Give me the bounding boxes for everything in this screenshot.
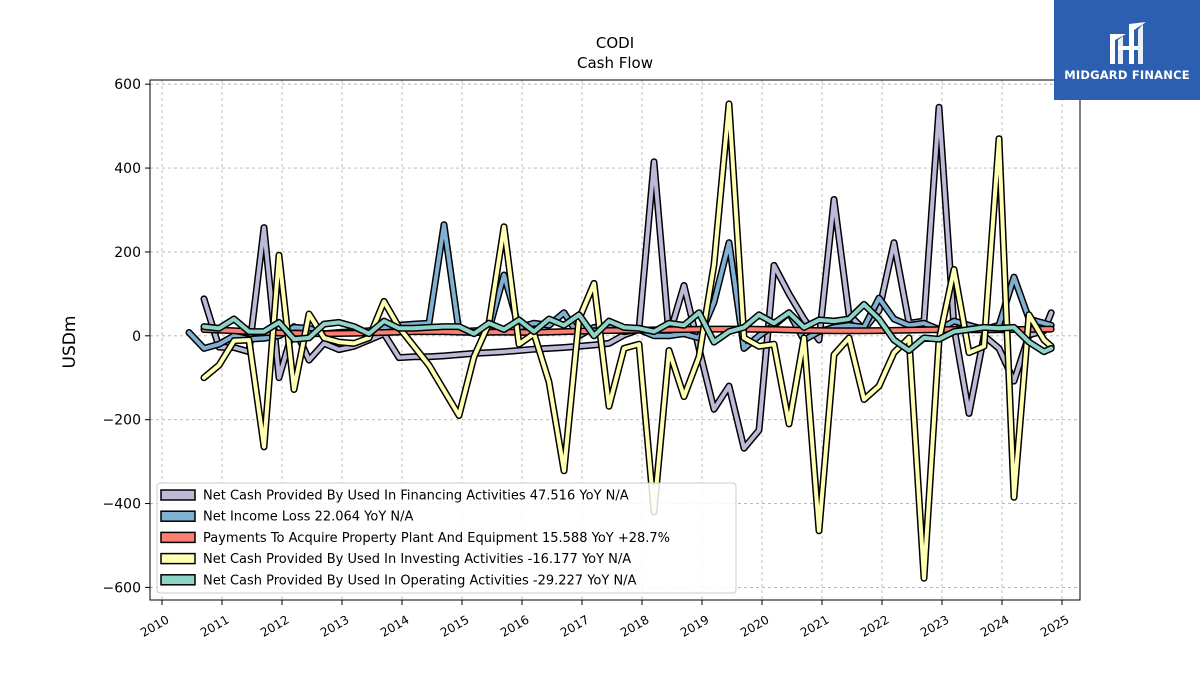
y-tick-label: 200 (114, 245, 141, 261)
y-tick-label: −200 (103, 413, 141, 429)
x-tick-label: 2023 (918, 612, 951, 639)
x-tick-label: 2015 (438, 612, 471, 639)
x-tick-label: 2025 (1038, 612, 1071, 639)
y-tick-label: 400 (114, 161, 141, 177)
x-tick-label: 2021 (798, 612, 831, 639)
x-tick-label: 2013 (318, 612, 351, 639)
y-axis-label: USDm (60, 316, 80, 369)
y-tick-label: −600 (103, 580, 141, 596)
x-tick-label: 2022 (858, 612, 891, 639)
y-axis: −600 −400 −200 0 200 400 600 (103, 77, 150, 596)
y-tick-label: −400 (103, 497, 141, 513)
plot-frame (149, 79, 1081, 601)
x-tick-label: 2016 (498, 612, 531, 639)
y-tick-label: 600 (114, 77, 141, 93)
series-line (202, 101, 1054, 581)
chart-title: CODI (596, 34, 634, 52)
legend-swatch (160, 531, 196, 544)
legend: Net Cash Provided By Used In Financing A… (156, 482, 737, 594)
x-tick-label: 2010 (138, 612, 171, 639)
legend-box (156, 482, 737, 594)
legend-label: Payments To Acquire Property Plant And E… (203, 531, 670, 546)
legend-label: Net Cash Provided By Used In Operating A… (203, 573, 637, 588)
logo-text: MIDGARD FINANCE (1064, 68, 1190, 82)
series-line (202, 302, 1054, 354)
x-tick-label: 2017 (558, 612, 591, 639)
series-lines (185, 100, 1055, 582)
x-tick-label: 2024 (978, 612, 1011, 639)
chart-subtitle: Cash Flow (577, 54, 653, 72)
legend-swatch (160, 574, 196, 586)
x-tick-label: 2018 (618, 612, 651, 639)
legend-swatch (160, 489, 196, 501)
legend-label: Net Cash Provided By Used In Investing A… (203, 552, 631, 567)
legend-swatch (160, 552, 196, 565)
x-tick-label: 2011 (198, 612, 231, 639)
x-axis: 2010 2011 2012 2013 2014 2015 2016 2017 2018 2019… (138, 600, 1072, 640)
series-line-outline (200, 103, 1055, 452)
x-tick-label: 2012 (258, 612, 291, 639)
x-tick-label: 2020 (738, 612, 771, 639)
legend-swatch (160, 510, 196, 522)
legend-label: Net Income Loss 22.064 YoY N/A (203, 510, 414, 525)
x-tick-label: 2019 (678, 612, 711, 639)
x-tick-label: 2014 (378, 612, 411, 639)
logo-mark-icon (1110, 22, 1146, 64)
y-tick-label: 0 (132, 329, 141, 345)
legend-label: Net Cash Provided By Used In Financing A… (203, 489, 629, 504)
brand-logo: MIDGARD FINANCE (1054, 0, 1200, 100)
